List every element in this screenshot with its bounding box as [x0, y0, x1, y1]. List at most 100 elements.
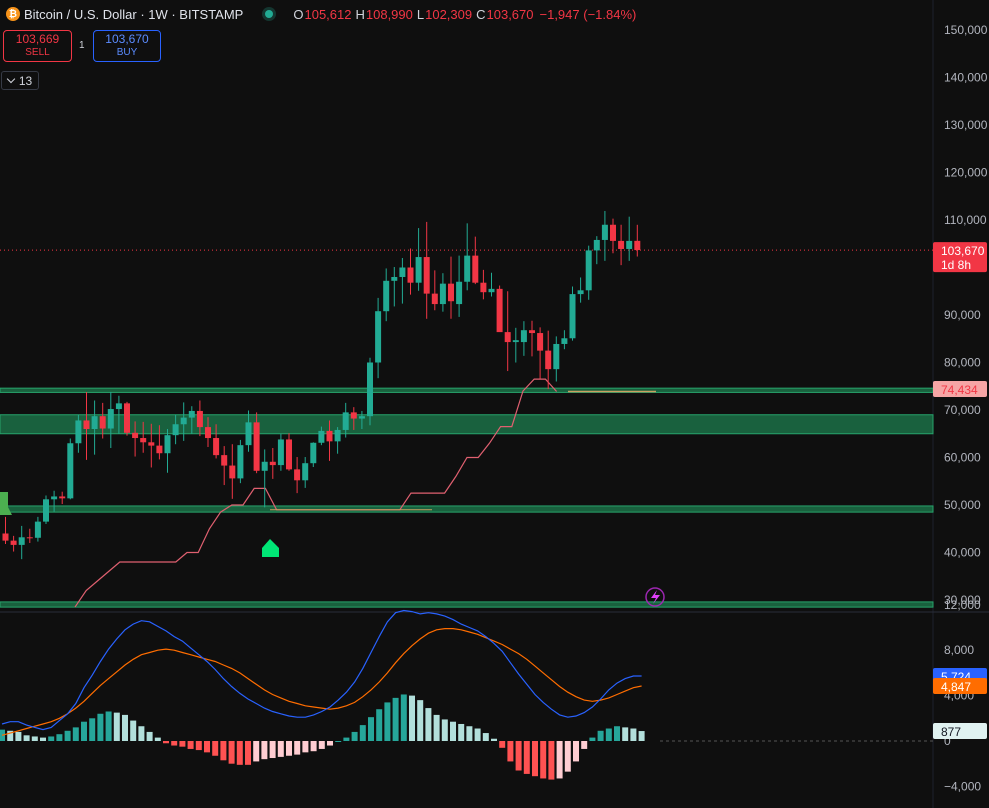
symbol-title[interactable]: Bitcoin / U.S. Dollar · 1W · BITSTAMP — [24, 6, 244, 22]
signal-value-label: 4,847 — [941, 680, 971, 694]
candle — [140, 438, 147, 443]
macd-histogram-bar — [614, 726, 620, 741]
high-label: H — [355, 6, 365, 22]
hist-value-label: 877 — [941, 725, 961, 739]
candle — [115, 403, 122, 410]
market-status-icon — [265, 10, 274, 18]
candle — [172, 424, 179, 436]
macd-histogram-bar — [433, 714, 440, 741]
candle — [188, 410, 195, 418]
macd-histogram-bar — [482, 733, 489, 741]
macd-histogram-bar — [261, 741, 268, 760]
candle — [529, 330, 535, 334]
price-axis-tick: 90,000 — [944, 308, 981, 322]
macd-histogram-bar — [515, 741, 522, 771]
macd-histogram-bar — [64, 730, 71, 741]
trailing-stop-line — [74, 378, 558, 608]
macd-histogram-bar — [499, 741, 506, 748]
candle — [480, 282, 487, 293]
candle — [75, 420, 82, 444]
candle — [415, 257, 422, 283]
macd-histogram-bar — [384, 702, 391, 741]
current-price-label: 103,670 — [941, 244, 985, 258]
candle — [196, 410, 203, 428]
candle — [634, 240, 641, 251]
sell-button[interactable]: 103,669 SELL — [3, 30, 72, 62]
candle — [18, 537, 25, 545]
level-price-label: 74,434 — [941, 383, 978, 397]
price-axis-tick: 80,000 — [944, 356, 981, 370]
macd-histogram-bar — [179, 741, 186, 747]
price-axis-tick: 50,000 — [944, 498, 981, 512]
support-zone — [0, 387, 934, 393]
macd-histogram-bar — [507, 741, 514, 762]
macd-histogram-bar — [286, 741, 292, 756]
macd-histogram-bar — [56, 734, 63, 741]
candle — [318, 430, 325, 443]
macd-histogram-bar — [351, 731, 358, 741]
indicators-toggle-button[interactable]: 13 — [1, 71, 39, 90]
macd-histogram-bar — [81, 721, 87, 741]
macd-histogram-bar — [269, 741, 276, 759]
candle — [164, 435, 171, 454]
macd-histogram-bar — [400, 694, 407, 741]
candle — [99, 416, 106, 429]
price-axis-tick: 120,000 — [944, 166, 988, 180]
candle — [464, 255, 471, 282]
macd-histogram-bar — [335, 741, 342, 742]
candle — [2, 533, 9, 541]
macd-histogram-bar — [532, 741, 538, 777]
macd-histogram-bar — [195, 741, 202, 751]
candle — [545, 350, 552, 370]
macd-histogram-bar — [138, 726, 145, 741]
candle — [180, 417, 187, 425]
close-label: C — [476, 6, 486, 22]
buy-button[interactable]: 103,670 BUY — [93, 30, 161, 62]
macd-histogram-bar — [212, 741, 219, 756]
candle — [423, 257, 430, 294]
macd-histogram-bar — [359, 725, 366, 741]
candle — [456, 281, 463, 305]
candle — [358, 416, 365, 419]
candle — [148, 442, 155, 446]
macd-histogram-bar — [597, 730, 604, 741]
candle — [610, 224, 616, 241]
macd-histogram-bar — [441, 719, 448, 741]
macd-histogram-bar — [376, 709, 383, 741]
candle — [59, 496, 66, 499]
macd-histogram-bar — [89, 718, 96, 741]
macd-histogram-bar — [318, 741, 325, 749]
price-axis-tick: 70,000 — [944, 403, 981, 417]
candle — [569, 294, 576, 339]
price-axis-tick: 30,000 — [944, 593, 981, 607]
candle — [407, 267, 414, 283]
macd-histogram-bar — [581, 741, 588, 749]
macd-histogram-bar — [130, 720, 137, 741]
candle — [132, 432, 139, 439]
candle — [537, 333, 544, 351]
signal-flag-icon — [0, 492, 12, 515]
macd-histogram-bar — [450, 721, 456, 741]
candle — [439, 283, 446, 305]
candle — [334, 429, 341, 442]
current-price-label-bg — [933, 242, 987, 273]
macd-axis-tick: 8,000 — [944, 643, 974, 657]
macd-histogram-bar — [40, 737, 46, 741]
candle — [391, 277, 398, 281]
candle — [375, 311, 382, 363]
macd-histogram-bar — [122, 714, 128, 741]
macd-histogram-bar — [171, 741, 178, 746]
candle — [43, 499, 49, 522]
macd-histogram-bar — [31, 736, 38, 741]
macd-histogram-bar — [220, 741, 227, 761]
candle — [229, 465, 236, 479]
buy-price: 103,670 — [105, 32, 149, 46]
chevron-down-icon — [6, 74, 16, 84]
candle — [431, 293, 438, 305]
macd-histogram-bar — [548, 741, 555, 780]
candle — [237, 445, 244, 479]
macd-histogram-bar — [392, 697, 399, 741]
support-zone — [0, 505, 934, 513]
macd-histogram-bar — [228, 741, 235, 764]
